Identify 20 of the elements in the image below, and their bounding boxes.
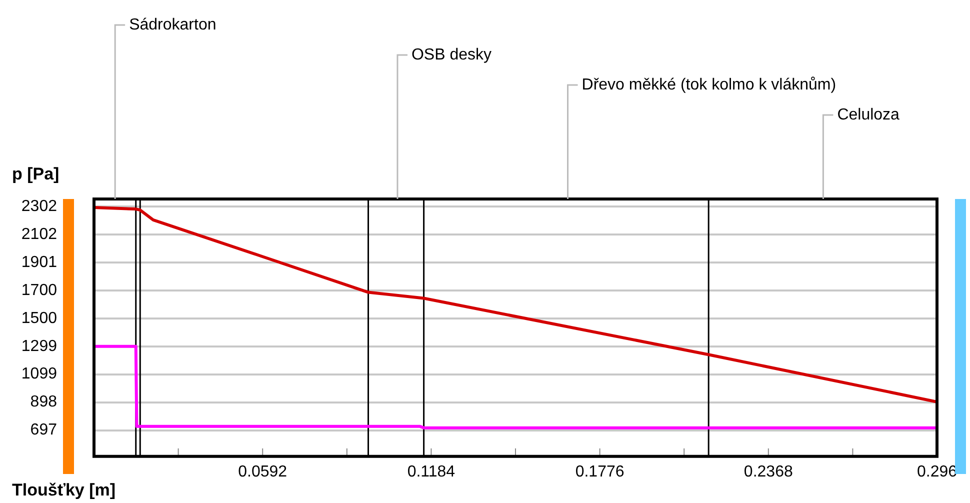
y-tick-label: 1500 [21, 310, 58, 327]
x-axis-title: Tloušťky [m] [12, 480, 116, 500]
x-tick-label: 0.2368 [744, 463, 793, 480]
x-tick-label: 0.0592 [238, 463, 288, 480]
text: Dřevo měkké (tok kolmo k vláknům) [582, 76, 836, 94]
x-tick-label: 0.1184 [407, 463, 456, 480]
y-tick-label: 898 [30, 394, 58, 411]
text: Sádrokarton [129, 16, 216, 34]
y-tick-label: 2302 [21, 198, 58, 215]
y-tick-label: 1099 [21, 366, 58, 383]
y-tick-label: 697 [30, 422, 58, 439]
y-axis-title: p [Pa] [12, 164, 60, 184]
y-tick-label: 1700 [21, 282, 58, 299]
y-tick-label: 1901 [21, 254, 58, 271]
y-tick-label: 2102 [21, 226, 58, 243]
text: Celuloza [837, 106, 900, 124]
text: OSB desky [411, 46, 492, 64]
x-tick-label: 0.296 [916, 463, 958, 480]
x-tick-label: 0.1776 [575, 463, 624, 480]
y-tick-label: 1299 [21, 338, 58, 355]
